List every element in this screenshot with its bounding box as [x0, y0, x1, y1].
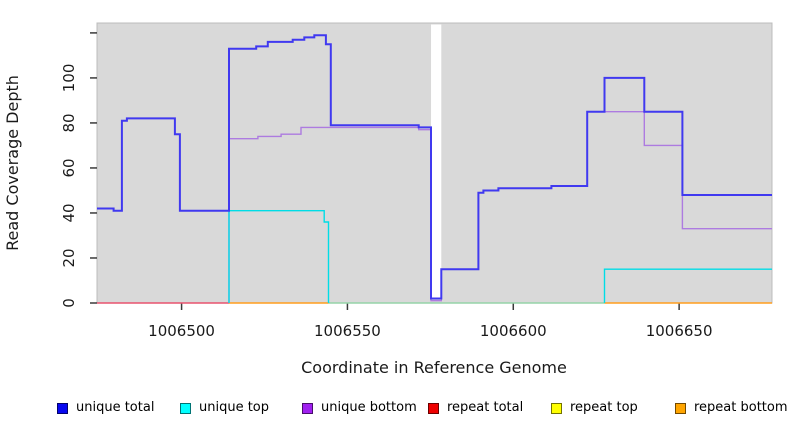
y-tick-label: 60 [60, 158, 78, 177]
legend-label: repeat top [570, 400, 638, 415]
series-line-unique-top [228, 209, 330, 303]
x-tick-label: 1006650 [646, 322, 713, 340]
y-tick-label: 20 [60, 248, 78, 267]
legend-label: unique bottom [321, 400, 417, 415]
x-tick-label: 1006600 [480, 322, 547, 340]
legend-swatch-icon [180, 402, 191, 414]
legend-swatch-icon [302, 402, 313, 414]
legend-swatch-icon [551, 402, 562, 414]
y-tick-label: 40 [60, 203, 78, 222]
legend-item-repeat-total: repeat total [428, 400, 523, 416]
legend-label: repeat total [447, 400, 524, 415]
x-tick-label: 1006500 [148, 322, 215, 340]
legend-item-unique-top: unique top [180, 400, 269, 416]
legend-swatch-icon [57, 402, 68, 414]
y-tick-label: 0 [60, 298, 78, 308]
legend-label: unique top [199, 400, 270, 415]
legend-label: unique total [76, 400, 155, 415]
legend-label: repeat bottom [694, 400, 788, 415]
series-line-unique-top [603, 268, 772, 303]
y-axis-title: Read Coverage Depth [3, 75, 22, 251]
x-axis-title: Coordinate in Reference Genome [301, 358, 567, 377]
series-line-unique-total [97, 34, 772, 300]
plot-dynamic-layer: 1006500 1006550 1006600 1006650 0 20 40 60 80 100 [60, 22, 773, 340]
legend-item-repeat-bottom: repeat bottom [675, 400, 788, 416]
y-tick-label: 80 [60, 113, 78, 132]
legend-swatch-icon [675, 402, 686, 414]
coverage-gap [431, 24, 442, 299]
legend-swatch-icon [428, 402, 439, 414]
x-tick-label: 1006550 [314, 322, 381, 340]
legend-item-repeat-top: repeat top [551, 400, 638, 416]
legend-item-unique-bottom: unique bottom [302, 400, 417, 416]
legend-item-unique-total: unique total [57, 400, 154, 416]
y-tick-label: 100 [60, 64, 78, 93]
